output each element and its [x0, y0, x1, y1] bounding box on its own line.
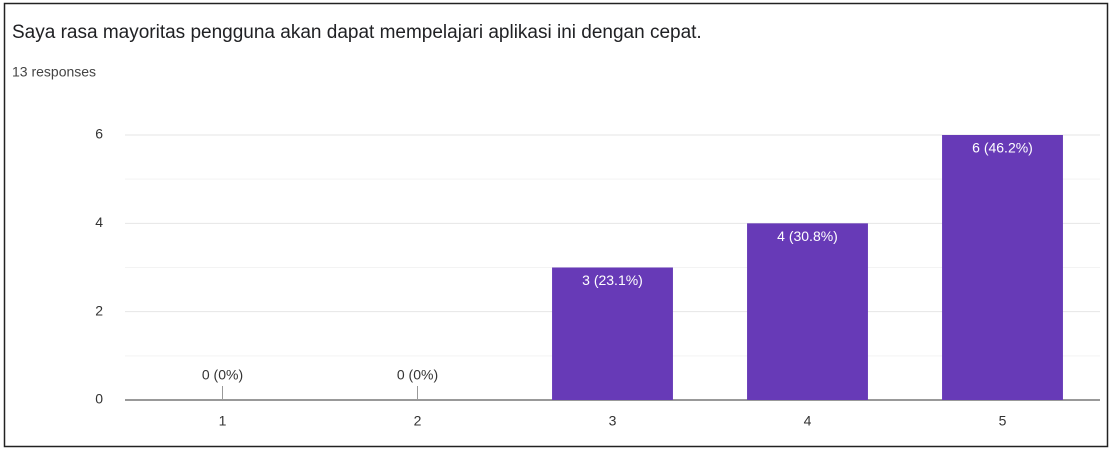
- x-tick-label: 5: [999, 413, 1007, 429]
- chart-subtitle: 13 responses: [12, 64, 96, 80]
- data-label: 6 (46.2%): [972, 140, 1033, 156]
- bar: [942, 135, 1063, 400]
- bar: [747, 223, 868, 400]
- x-tick-label: 4: [804, 413, 812, 429]
- chart-title: Saya rasa mayoritas pengguna akan dapat …: [12, 22, 702, 43]
- y-tick-label: 2: [95, 302, 103, 318]
- x-tick-label: 2: [414, 413, 422, 429]
- data-label: 0 (0%): [397, 367, 438, 383]
- data-label: 3 (23.1%): [582, 272, 643, 288]
- y-tick-label: 0: [95, 391, 103, 407]
- y-tick-label: 6: [95, 126, 103, 142]
- x-tick-label: 1: [219, 413, 227, 429]
- x-tick-label: 3: [609, 413, 617, 429]
- y-tick-label: 4: [95, 214, 103, 230]
- bar: [552, 267, 673, 400]
- data-label: 0 (0%): [202, 367, 243, 383]
- data-label: 4 (30.8%): [777, 228, 838, 244]
